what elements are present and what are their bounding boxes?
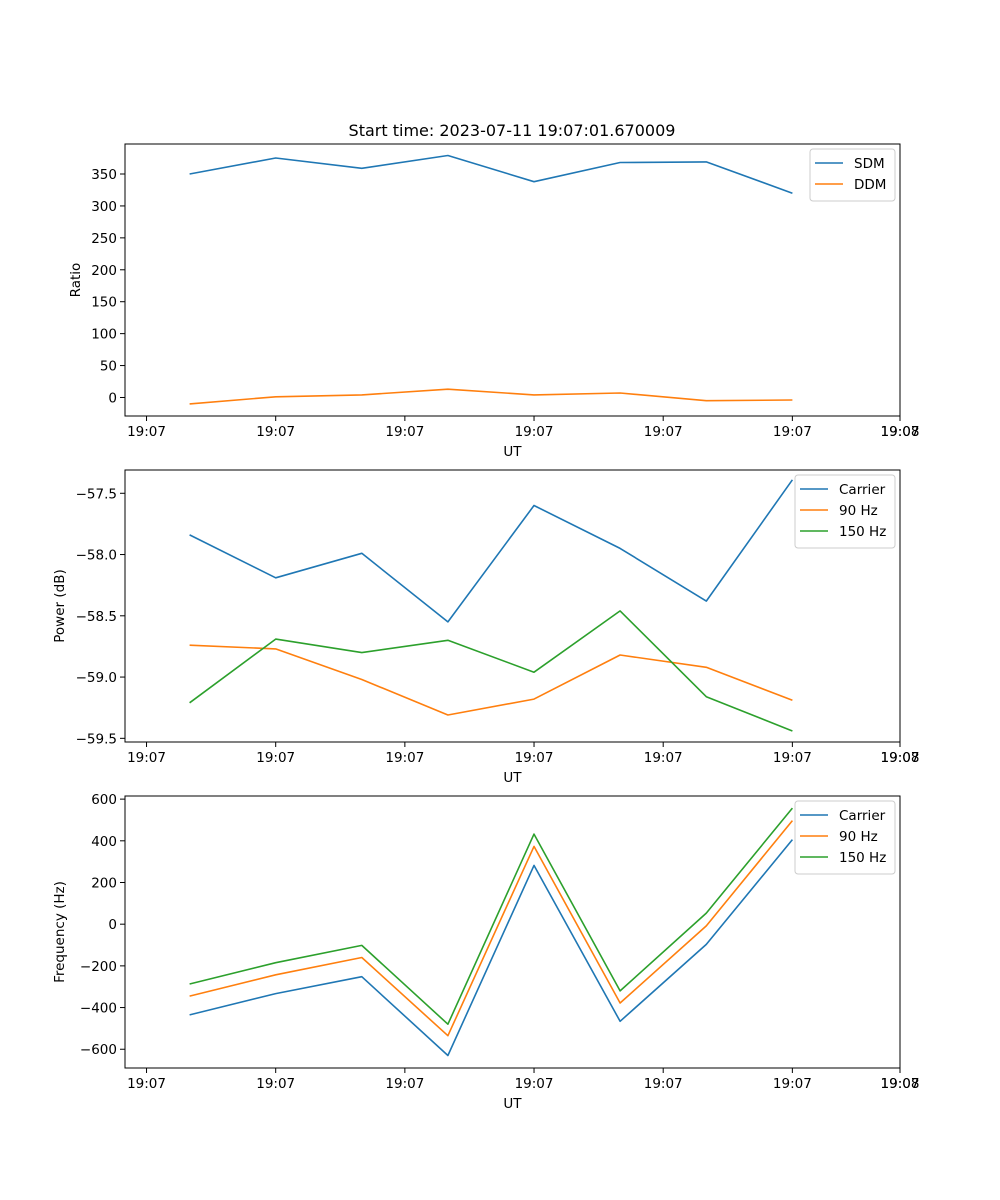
y-tick-label: −58.0	[76, 548, 117, 564]
legend-label: DDM	[854, 177, 886, 193]
legend-label: SDM	[854, 156, 885, 172]
legend-box	[809, 148, 896, 202]
y-tick-label: −200	[80, 959, 117, 975]
y-tick-label: 200	[91, 875, 117, 891]
legend: SDM DDM	[809, 148, 896, 202]
x-tick-label: 19:07	[127, 750, 166, 766]
x-tick-label: 19:07	[385, 750, 424, 766]
x-tick-label: 19:07	[127, 1076, 166, 1092]
legend-label: 90 Hz	[839, 503, 878, 519]
y-tick-label: 250	[91, 231, 117, 247]
y-tick-label: 0	[108, 390, 117, 406]
x-tick-label: 19:07	[515, 750, 554, 766]
series-line-carrier	[189, 479, 794, 623]
y-tick-label: 300	[91, 199, 117, 215]
y-tick-label: −59.5	[76, 731, 117, 747]
legend-label: Carrier	[839, 808, 886, 824]
x-tick-label: 19:07	[644, 424, 683, 440]
y-tick-label: 350	[91, 167, 117, 183]
y-tick-label: −58.5	[76, 609, 117, 625]
x-tick-label: 19:07	[644, 1076, 683, 1092]
series-line-90-hz	[189, 644, 793, 716]
y-tick-label: 100	[91, 327, 117, 343]
x-tick-label: 19:07	[385, 424, 424, 440]
x-tick-label: 19:07	[881, 424, 920, 440]
x-tick-label: 19:07	[385, 1076, 424, 1092]
y-tick-label: 200	[91, 263, 117, 279]
y-tick-label: −600	[80, 1042, 117, 1058]
x-axis-label: UT	[503, 1096, 522, 1112]
axes-frame	[124, 143, 901, 417]
y-axis-label: Power (dB)	[52, 569, 68, 642]
series-line-sdm	[189, 154, 793, 194]
subplot-3: 19:07 19:07 19:07 19:07 19:07 19:07 19:0719:08…	[52, 792, 919, 1112]
y-axis-label: Ratio	[68, 263, 84, 298]
x-tick-label: 19:07	[644, 750, 683, 766]
y-tick-label: 600	[91, 792, 117, 808]
x-tick-label: 19:07	[881, 1076, 920, 1092]
x-axis-label: UT	[503, 770, 522, 786]
y-tick-label: 400	[91, 834, 117, 850]
x-tick-label: 19:07	[515, 424, 554, 440]
y-tick-label: 0	[108, 917, 117, 933]
x-tick-label: 19:07	[773, 1076, 812, 1092]
x-tick-label: 19:07	[256, 750, 295, 766]
legend: Carrier 90 Hz 150 Hz	[794, 474, 896, 549]
legend-box	[794, 474, 896, 549]
x-tick-label: 19:08	[881, 1076, 920, 1092]
figure-title: Start time: 2023-07-11 19:07:01.670009	[349, 121, 676, 140]
y-tick-label: 150	[91, 295, 117, 311]
legend-label: 150 Hz	[839, 524, 886, 540]
legend-label: 150 Hz	[839, 850, 886, 866]
y-tick-label: 50	[100, 359, 117, 375]
x-tick-label: 19:07	[515, 1076, 554, 1092]
y-tick-label: −400	[80, 1001, 117, 1017]
x-tick-label: 19:07	[256, 1076, 295, 1092]
x-tick-label: 19:08	[881, 424, 920, 440]
subplot-2: 19:07 19:07 19:07 19:07 19:07 19:07 19:0719:08…	[52, 469, 920, 786]
x-axis-label: UT	[503, 444, 522, 460]
x-tick-label: 19:07	[256, 424, 295, 440]
series-line-150-hz	[189, 807, 794, 1025]
legend-box	[794, 800, 896, 875]
y-tick-label: −57.5	[76, 486, 117, 502]
legend-label: 90 Hz	[839, 829, 878, 845]
series-line-90-hz	[189, 820, 794, 1037]
x-tick-label: 19:07	[773, 750, 812, 766]
axes-frame	[124, 469, 901, 743]
axes-frame	[124, 795, 901, 1069]
x-tick-label: 19:07	[127, 424, 166, 440]
legend-label: Carrier	[839, 482, 886, 498]
subplot-1: 19:07 19:07 19:07 19:07 19:07 19:07 19:0719:08…	[68, 143, 920, 460]
series-line-150-hz	[189, 610, 793, 732]
x-tick-label: 19:07	[773, 424, 812, 440]
series-line-ddm	[189, 388, 793, 405]
legend: Carrier 90 Hz 150 Hz	[794, 800, 896, 875]
y-tick-label: −59.0	[76, 670, 117, 686]
x-tick-label: 19:08	[881, 750, 920, 766]
series-line-carrier	[189, 839, 794, 1057]
x-tick-label: 19:07	[881, 750, 920, 766]
y-axis-label: Frequency (Hz)	[52, 881, 68, 983]
